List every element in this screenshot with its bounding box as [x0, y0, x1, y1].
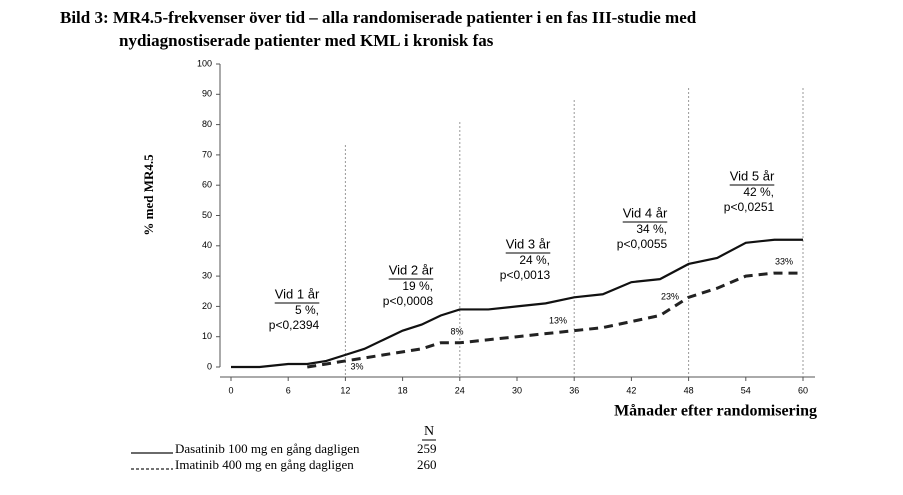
y-tick-label: 100	[197, 58, 212, 68]
legend-label: Imatinib 400 mg en gång dagligen	[175, 457, 354, 472]
line-label: 23%	[661, 291, 679, 301]
legend-label: Dasatinib 100 mg en gång dagligen	[175, 441, 360, 456]
annotation-p: p<0,0013	[500, 268, 551, 282]
annotation-heading: Vid 5 år	[730, 168, 775, 183]
x-tick-label: 36	[569, 385, 579, 395]
annotation-heading: Vid 1 år	[275, 286, 320, 301]
annotation-heading: Vid 2 år	[389, 262, 434, 277]
legend-n: 259	[417, 441, 437, 456]
x-tick-label: 54	[741, 385, 751, 395]
y-tick-label: 60	[202, 180, 212, 190]
annotation-p: p<0,0008	[383, 294, 434, 308]
annotation-p: p<0,2394	[269, 318, 320, 332]
y-tick-label: 90	[202, 89, 212, 99]
annotation-value: 24 %,	[519, 253, 550, 267]
x-tick-label: 30	[512, 385, 522, 395]
y-tick-label: 80	[202, 119, 212, 129]
x-tick-label: 12	[340, 385, 350, 395]
title-line: nydiagnostiserade patienter med KML i kr…	[119, 31, 494, 50]
line-label: 33%	[775, 256, 793, 266]
x-tick-label: 6	[286, 385, 291, 395]
x-tick-label: 24	[455, 385, 465, 395]
x-tick-label: 60	[798, 385, 808, 395]
line-label: 8%	[450, 326, 463, 336]
x-tick-label: 0	[228, 385, 233, 395]
annotation-value: 34 %,	[636, 222, 667, 236]
line-label: 3%	[350, 361, 363, 371]
y-tick-label: 70	[202, 149, 212, 159]
y-tick-label: 30	[202, 270, 212, 280]
x-tick-label: 42	[626, 385, 636, 395]
line-label: 13%	[549, 315, 567, 325]
annotation-value: 19 %,	[402, 279, 433, 293]
annotation-value: 42 %,	[743, 185, 774, 199]
y-tick-label: 0	[207, 361, 212, 371]
y-axis-label: % med MR4.5	[141, 154, 156, 236]
legend-n: 260	[417, 457, 437, 472]
y-tick-label: 50	[202, 210, 212, 220]
y-tick-label: 20	[202, 301, 212, 311]
x-tick-label: 18	[398, 385, 408, 395]
annotation-value: 5 %,	[295, 303, 319, 317]
title-line: Bild 3: MR4.5-frekvenser över tid – alla…	[60, 8, 697, 27]
x-axis-label: Månader efter randomisering	[614, 403, 817, 420]
annotation-heading: Vid 3 år	[506, 236, 551, 251]
x-tick-label: 48	[684, 385, 694, 395]
y-tick-label: 40	[202, 240, 212, 250]
annotation-p: p<0,0055	[617, 237, 668, 251]
y-tick-label: 10	[202, 331, 212, 341]
legend-n-header: N	[424, 424, 434, 439]
annotation-heading: Vid 4 år	[623, 205, 668, 220]
series-line	[307, 271, 803, 369]
series-line	[231, 238, 803, 369]
annotation-p: p<0,0251	[724, 200, 775, 214]
